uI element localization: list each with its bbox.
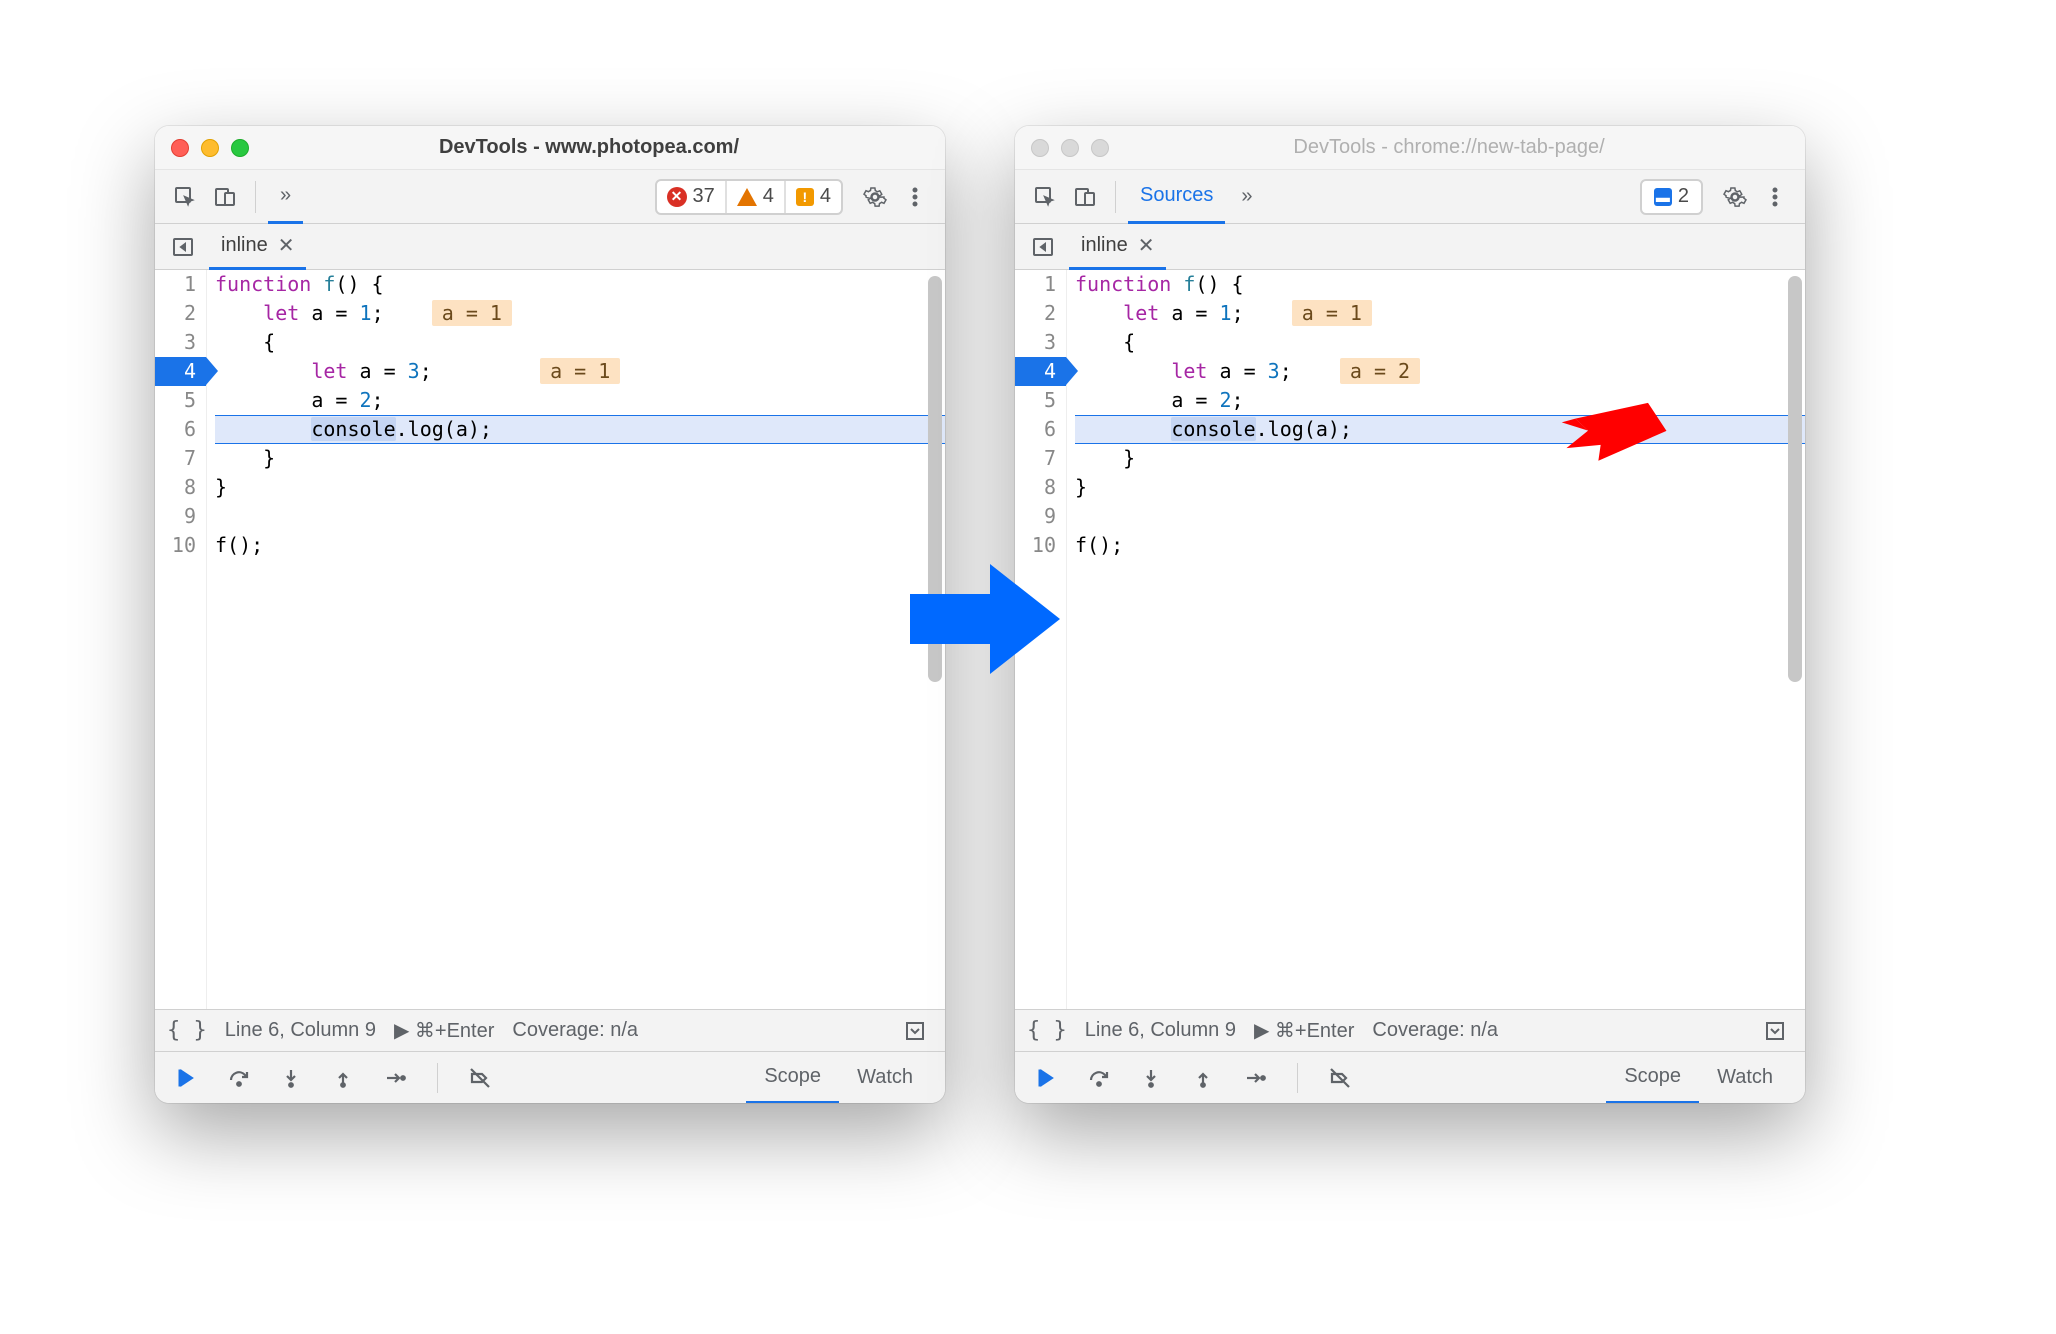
- resume-icon[interactable]: [1029, 1060, 1065, 1096]
- settings-icon[interactable]: [857, 179, 893, 215]
- file-tabs-right: inline ✕: [1015, 224, 1805, 270]
- watch-tab[interactable]: Watch: [1699, 1052, 1791, 1104]
- titlebar-left[interactable]: DevTools - www.photopea.com/: [155, 126, 945, 170]
- sources-tab[interactable]: Sources: [1128, 170, 1225, 224]
- dropdown-icon[interactable]: [897, 1013, 933, 1049]
- inline-hint: a = 2: [1340, 358, 1420, 384]
- status-bar-left: { } Line 6, Column 9 ▶ ⌘+Enter Coverage:…: [155, 1009, 945, 1051]
- file-tab-label: inline: [1081, 234, 1128, 257]
- info-count: 4: [820, 185, 831, 208]
- errors-count: 37: [693, 185, 715, 208]
- code-editor-right[interactable]: 123 4 5678910 function f() { let a = 1; …: [1015, 270, 1805, 1009]
- window-title-right: DevTools - chrome://new-tab-page/: [1109, 136, 1789, 159]
- navigator-toggle-icon[interactable]: [1025, 229, 1061, 265]
- warning-icon: [737, 188, 757, 206]
- dropdown-icon[interactable]: [1757, 1013, 1793, 1049]
- deactivate-breakpoints-icon[interactable]: [1322, 1060, 1358, 1096]
- warnings-count: 4: [763, 185, 774, 208]
- inspect-icon[interactable]: [1027, 179, 1063, 215]
- watch-tab[interactable]: Watch: [839, 1052, 931, 1104]
- info-badge[interactable]: ! 4: [786, 181, 841, 213]
- settings-icon[interactable]: [1717, 179, 1753, 215]
- step-over-icon[interactable]: [1081, 1060, 1117, 1096]
- resume-icon[interactable]: [169, 1060, 205, 1096]
- traffic-lights-left: [171, 139, 249, 157]
- console-badges-left[interactable]: ✕ 37 4 ! 4: [655, 179, 844, 215]
- minimize-button[interactable]: [201, 139, 219, 157]
- device-toggle-icon[interactable]: [207, 179, 243, 215]
- exec-line-marker[interactable]: 4: [1015, 357, 1066, 386]
- issues-badge[interactable]: ▬ 2: [1640, 179, 1703, 215]
- close-button[interactable]: [171, 139, 189, 157]
- minimize-button[interactable]: [1061, 139, 1079, 157]
- titlebar-right[interactable]: DevTools - chrome://new-tab-page/: [1015, 126, 1805, 170]
- issues-count: 2: [1678, 185, 1689, 208]
- code-editor-left[interactable]: 123 4 5678910 function f() { let a = 1; …: [155, 270, 945, 1009]
- scope-tab[interactable]: Scope: [746, 1052, 839, 1104]
- coverage-status[interactable]: Coverage: n/a: [1372, 1019, 1498, 1042]
- close-tab-icon[interactable]: ✕: [278, 233, 295, 258]
- cursor-position: Line 6, Column 9: [1085, 1019, 1236, 1042]
- code-content-right[interactable]: function f() { let a = 1; a = 1 { let a …: [1067, 270, 1805, 1009]
- transition-arrow-icon: [900, 554, 1070, 684]
- errors-badge[interactable]: ✕ 37: [657, 181, 727, 213]
- maximize-button[interactable]: [1091, 139, 1109, 157]
- kebab-menu-icon[interactable]: [1757, 179, 1793, 215]
- scrollbar[interactable]: [1788, 276, 1802, 682]
- file-tab-label: inline: [221, 234, 268, 257]
- close-tab-icon[interactable]: ✕: [1138, 233, 1155, 258]
- file-tabs-left: inline ✕: [155, 224, 945, 270]
- step-into-icon[interactable]: [1133, 1060, 1169, 1096]
- pretty-print-icon[interactable]: { }: [167, 1018, 207, 1043]
- step-out-icon[interactable]: [1185, 1060, 1221, 1096]
- step-icon[interactable]: [1237, 1060, 1273, 1096]
- error-icon: ✕: [667, 187, 687, 207]
- more-tabs-chevron[interactable]: »: [268, 170, 303, 224]
- inline-hint: a = 1: [540, 358, 620, 384]
- devtools-window-left: DevTools - www.photopea.com/ » ✕ 37 4 ! …: [155, 126, 945, 1103]
- maximize-button[interactable]: [231, 139, 249, 157]
- inline-hint: a = 1: [1292, 300, 1372, 326]
- step-icon[interactable]: [377, 1060, 413, 1096]
- traffic-lights-right: [1031, 139, 1109, 157]
- debugger-bar-right: Scope Watch: [1015, 1051, 1805, 1103]
- code-content-left[interactable]: function f() { let a = 1; a = 1 { let a …: [207, 270, 945, 1009]
- step-into-icon[interactable]: [273, 1060, 309, 1096]
- debugger-bar-left: Scope Watch: [155, 1051, 945, 1103]
- devtools-window-right: DevTools - chrome://new-tab-page/ Source…: [1015, 126, 1805, 1103]
- info-icon: !: [796, 188, 814, 206]
- window-title-left: DevTools - www.photopea.com/: [249, 136, 929, 159]
- inline-hint: a = 1: [432, 300, 512, 326]
- main-toolbar-left: » ✕ 37 4 ! 4: [155, 170, 945, 224]
- file-tab-inline[interactable]: inline ✕: [209, 224, 306, 270]
- run-hint[interactable]: ▶ ⌘+Enter: [394, 1018, 494, 1043]
- step-over-icon[interactable]: [221, 1060, 257, 1096]
- deactivate-breakpoints-icon[interactable]: [462, 1060, 498, 1096]
- device-toggle-icon[interactable]: [1067, 179, 1103, 215]
- pretty-print-icon[interactable]: { }: [1027, 1018, 1067, 1043]
- more-tabs-chevron[interactable]: »: [1229, 170, 1264, 224]
- step-out-icon[interactable]: [325, 1060, 361, 1096]
- line-gutter-left[interactable]: 123 4 5678910: [155, 270, 207, 1009]
- close-button[interactable]: [1031, 139, 1049, 157]
- coverage-status[interactable]: Coverage: n/a: [512, 1019, 638, 1042]
- kebab-menu-icon[interactable]: [897, 179, 933, 215]
- run-hint[interactable]: ▶ ⌘+Enter: [1254, 1018, 1354, 1043]
- warnings-badge[interactable]: 4: [727, 181, 786, 213]
- issues-icon: ▬: [1654, 188, 1672, 206]
- cursor-position: Line 6, Column 9: [225, 1019, 376, 1042]
- scope-tab[interactable]: Scope: [1606, 1052, 1699, 1104]
- status-bar-right: { } Line 6, Column 9 ▶ ⌘+Enter Coverage:…: [1015, 1009, 1805, 1051]
- exec-line-marker[interactable]: 4: [155, 357, 206, 386]
- navigator-toggle-icon[interactable]: [165, 229, 201, 265]
- file-tab-inline[interactable]: inline ✕: [1069, 224, 1166, 270]
- inspect-icon[interactable]: [167, 179, 203, 215]
- main-toolbar-right: Sources » ▬ 2: [1015, 170, 1805, 224]
